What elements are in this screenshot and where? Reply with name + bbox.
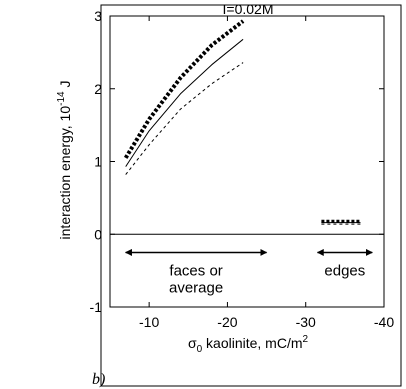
x-axis-label: σ0 kaolinite, mC/m2 <box>188 334 309 355</box>
y-tick-label: -1 <box>90 299 103 315</box>
x-axis-label-prefix: σ <box>188 335 197 351</box>
panel-label: b) <box>92 371 105 388</box>
x-axis-ticks: -10 -20 -30 -40 <box>139 16 394 330</box>
y-axis-label: interaction energy, 10-14 J <box>56 81 73 240</box>
x-axis-label-sup: 2 <box>303 334 309 345</box>
series-line-solid <box>125 38 244 167</box>
y-axis-label-text: interaction energy, 10 <box>57 106 73 240</box>
series-line-dashed <box>125 62 244 175</box>
y-tick-label: 3 <box>94 8 102 24</box>
x-tick-label: -40 <box>374 314 394 330</box>
faces-label: average <box>169 279 223 296</box>
figure-border <box>100 4 402 387</box>
x-tick-label: -20 <box>217 314 237 330</box>
chart-title: I=0.02M <box>223 1 274 17</box>
y-axis-label-sup: -14 <box>56 91 67 106</box>
y-tick-label: 0 <box>94 226 102 242</box>
faces-label: faces or <box>169 262 222 279</box>
series-group <box>123 19 361 225</box>
x-tick-label: -10 <box>139 314 159 330</box>
x-tick-label: -30 <box>296 314 316 330</box>
y-tick-label: 2 <box>94 81 102 97</box>
y-axis-label-unit: J <box>57 81 73 92</box>
series-line-thick-dotted <box>123 19 245 159</box>
x-axis-label-rest: kaolinite, mC/m <box>202 335 302 351</box>
y-axis-ticks: -1 0 1 2 3 <box>90 8 384 315</box>
x-axis-label-sub: 0 <box>197 344 203 355</box>
y-tick-label: 1 <box>94 154 102 170</box>
edges-label: edges <box>324 262 365 279</box>
